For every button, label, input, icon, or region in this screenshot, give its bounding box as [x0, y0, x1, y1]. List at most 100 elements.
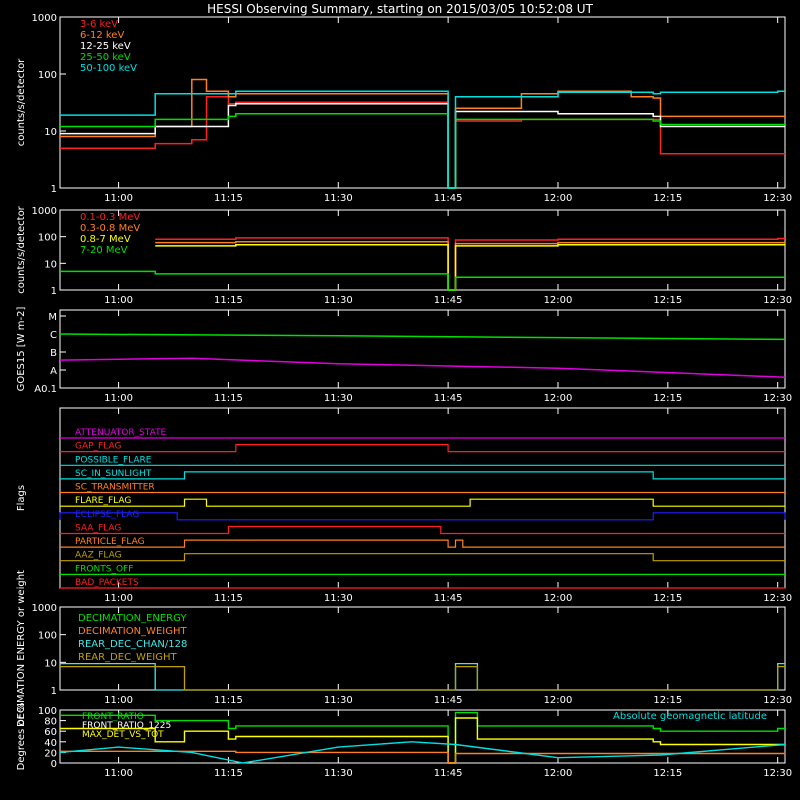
- legend-entry: 3-6 keV: [80, 19, 118, 30]
- x-tick-label: 12:15: [653, 193, 682, 204]
- x-tick-label: 11:45: [434, 695, 463, 706]
- flag-label: ECLIPSE_FLAG: [75, 510, 139, 520]
- x-tick-label: 12:30: [763, 593, 792, 604]
- x-tick-label: 12:00: [544, 593, 573, 604]
- x-tick-label: 11:45: [434, 295, 463, 306]
- x-tick-label: 11:15: [214, 768, 243, 779]
- flag-label: GAP_FLAG: [75, 442, 121, 452]
- x-tick-label: 11:30: [324, 393, 353, 404]
- x-tick-label: 11:45: [434, 593, 463, 604]
- x-tick-label: 11:45: [434, 393, 463, 404]
- y-tick-label: 60: [44, 727, 57, 738]
- legend-entry: REAR_DEC_CHAN/128: [78, 639, 187, 650]
- x-tick-label: 12:30: [763, 393, 792, 404]
- y-tick-label: 0: [51, 759, 57, 770]
- legend-entry: 12-25 keV: [80, 41, 131, 52]
- flag-line: [60, 539, 785, 548]
- legend-entry: Absolute geomagnetic latitude: [613, 711, 767, 722]
- y-tick-label: A: [50, 366, 57, 377]
- legend-entry: 0.8-7 MeV: [80, 234, 131, 245]
- x-tick-label: 11:00: [104, 593, 133, 604]
- x-tick-label: 12:00: [544, 768, 573, 779]
- y-tick-label: 1: [51, 184, 57, 195]
- series-line: [59, 357, 786, 378]
- legend-entry: 7-20 MeV: [80, 245, 128, 256]
- x-tick-label: 11:15: [214, 695, 243, 706]
- flag-label: BAD_PACKETS: [75, 578, 139, 588]
- x-tick-label: 11:30: [324, 593, 353, 604]
- series-line: [155, 243, 785, 291]
- x-tick-label: 11:00: [104, 393, 133, 404]
- series-line: [60, 113, 785, 189]
- series-line: [60, 90, 785, 189]
- legend-entry: DECIMATION_WEIGHT: [78, 626, 187, 637]
- legend-entry: FRONT_RATIO: [82, 712, 144, 722]
- x-tick-label: 11:30: [324, 193, 353, 204]
- panel-frame: [59, 309, 786, 389]
- legend-entry: DECIMATION_ENERGY: [78, 613, 187, 624]
- x-tick-label: 12:00: [544, 295, 573, 306]
- y-axis-label: Flags: [16, 485, 27, 511]
- legend-entry: 0.1-0.3 MeV: [80, 212, 140, 223]
- flag-label: FLARE_FLAG: [75, 496, 131, 506]
- x-tick-label: 12:15: [653, 768, 682, 779]
- x-tick-label: 11:00: [104, 768, 133, 779]
- x-tick-label: 12:15: [653, 393, 682, 404]
- panel-6: 11:00 11:15 11:30 11:45 12:00 12:15 12:30 Degre…: [16, 703, 792, 779]
- y-axis-label: Degrees or %: [16, 703, 27, 771]
- flag-line: [60, 498, 785, 507]
- chart-title: HESSI Observing Summary, starting on 201…: [207, 2, 593, 16]
- flag-line: [59, 512, 786, 521]
- legend-entry: 6-12 keV: [80, 30, 124, 41]
- flag-line: [60, 525, 785, 535]
- legend-entry: 25-50 keV: [80, 52, 131, 63]
- x-tick-label: 11:00: [104, 295, 133, 306]
- x-tick-label: 11:30: [324, 295, 353, 306]
- series-line: [60, 665, 785, 691]
- panel-frame: [59, 16, 786, 189]
- y-tick-label: C: [50, 330, 57, 341]
- x-tick-label: 11:45: [434, 193, 463, 204]
- x-tick-label: 12:30: [763, 193, 792, 204]
- flag-label: AAZ_FLAG: [75, 551, 122, 561]
- x-tick-label: 11:45: [434, 768, 463, 779]
- y-tick-label: 10: [44, 259, 57, 270]
- x-tick-label: 12:00: [544, 393, 573, 404]
- flag-label: PARTICLE_FLAG: [75, 537, 145, 547]
- x-tick-label: 12:30: [763, 768, 792, 779]
- series-line: [60, 95, 785, 189]
- x-tick-label: 11:00: [104, 193, 133, 204]
- y-tick-label: 100: [38, 233, 57, 244]
- y-tick-label: 10: [44, 658, 57, 669]
- x-tick-label: 12:30: [763, 695, 792, 706]
- y-tick-label: 1: [51, 286, 57, 297]
- flag-line: [60, 553, 785, 562]
- panel-2: 11:00 11:15 11:30 11:45 12:00 12:15 12:30 count…: [16, 205, 792, 306]
- legend-entry: MAX_DET_VS_TOT: [82, 730, 164, 740]
- panel-5: 11:00 11:15 11:30 11:45 12:00 12:15 12:30 DECIM…: [16, 570, 792, 727]
- x-tick-label: 12:00: [544, 695, 573, 706]
- legend-entry: REAR_DEC_WEIGHT: [78, 652, 177, 663]
- flag-label: ATTENUATOR_STATE: [75, 428, 167, 438]
- y-tick-label: 100: [38, 706, 57, 717]
- y-tick-label: A0.1: [34, 384, 57, 395]
- y-tick-label: 1: [51, 686, 57, 697]
- x-tick-label: 12:00: [544, 193, 573, 204]
- series-line: [60, 717, 785, 764]
- y-tick-label: 10: [44, 127, 57, 138]
- y-tick-label: 1000: [32, 13, 57, 24]
- y-axis-label: DECIMATION ENERGY or weight: [16, 570, 27, 727]
- flag-label: SC_IN_SUNLIGHT: [75, 469, 152, 479]
- y-tick-label: 20: [44, 748, 57, 759]
- flag-line: [60, 444, 785, 453]
- x-tick-label: 11:00: [104, 695, 133, 706]
- flag-label: SAA_FLAG: [75, 523, 121, 533]
- series-line: [60, 750, 786, 764]
- legend-entry: FRONT_RATIO_1225: [82, 721, 171, 731]
- legend-entry: 0.3-0.8 MeV: [80, 223, 140, 234]
- y-tick-label: 80: [44, 717, 57, 728]
- x-tick-label: 12:30: [763, 295, 792, 306]
- x-tick-label: 12:15: [653, 295, 682, 306]
- series-line: [155, 240, 785, 291]
